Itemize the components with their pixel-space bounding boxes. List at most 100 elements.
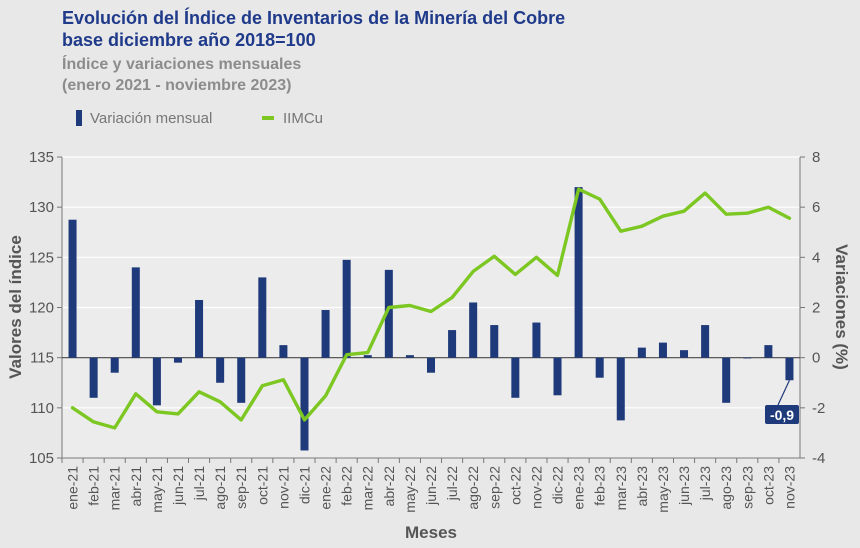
- variation-bar: [152, 357, 161, 406]
- x-tick-label: abr-22: [381, 466, 397, 507]
- right-tick-label: 4: [812, 249, 820, 266]
- right-tick-label: -2: [812, 400, 825, 417]
- variation-bar: [616, 357, 625, 421]
- left-tick-label: 105: [29, 450, 54, 467]
- x-tick-label: may-22: [402, 466, 418, 513]
- x-axis-title: Meses: [405, 523, 457, 542]
- variation-bar: [637, 347, 646, 358]
- variation-bar: [68, 219, 77, 358]
- variation-bar: [110, 357, 119, 373]
- chart-title: Evolución del Índice de Inventarios de l…: [62, 8, 566, 28]
- variation-bar: [237, 357, 246, 403]
- variation-bar: [722, 357, 731, 403]
- right-tick-label: -4: [812, 450, 825, 467]
- variation-bar: [743, 357, 752, 359]
- x-tick-label: jun-23: [676, 466, 692, 506]
- annotation-leader: [777, 379, 791, 406]
- x-tick-label: nov-22: [528, 466, 544, 509]
- right-axis-title: Variaciones (%): [832, 244, 851, 370]
- x-tick-label: dic-21: [296, 466, 312, 504]
- x-tick-label: mar-23: [613, 466, 629, 511]
- x-tick-label: jul-21: [191, 466, 207, 501]
- variation-bar: [680, 350, 689, 358]
- x-tick-label: ago-21: [212, 466, 228, 510]
- variation-bar: [469, 302, 478, 358]
- legend-label-variacion: Variación mensual: [90, 110, 212, 127]
- x-tick-label: jun-21: [170, 466, 186, 506]
- x-tick-label: sep-21: [233, 466, 249, 509]
- x-tick-label: may-21: [149, 466, 165, 513]
- left-tick-label: 130: [29, 199, 54, 216]
- variation-bar: [321, 310, 330, 358]
- variation-bar: [490, 325, 499, 358]
- variation-bar: [448, 330, 457, 358]
- left-tick-label: 125: [29, 249, 54, 266]
- iimcu-line: [70, 187, 792, 430]
- x-tick-label: ene-22: [318, 466, 334, 510]
- x-tick-label: feb-21: [86, 466, 102, 506]
- x-tick-label: jul-23: [697, 466, 713, 501]
- legend-label-iimcu: IIMCu: [283, 110, 323, 127]
- x-tick-label: oct-22: [507, 466, 523, 505]
- x-tick-label: ago-23: [718, 466, 734, 510]
- variation-bar: [785, 357, 794, 381]
- x-tick-label: dic-22: [550, 466, 566, 504]
- variation-bar: [574, 187, 583, 358]
- x-tick-label: feb-23: [592, 466, 608, 506]
- x-tick-label: mar-22: [360, 466, 376, 511]
- left-axis-title: Valores del índice: [6, 235, 25, 379]
- x-tick-label: jun-22: [423, 466, 439, 506]
- chart-subtitle-line2: (enero 2021 - noviembre 2023): [62, 77, 292, 94]
- variation-bar: [279, 345, 288, 358]
- variation-bar: [300, 357, 309, 451]
- left-tick-label: 120: [29, 300, 54, 317]
- x-tick-label: may-23: [655, 466, 671, 513]
- variation-bar: [173, 357, 182, 363]
- annotation-box: [765, 405, 799, 424]
- left-tick-label: 135: [29, 149, 54, 166]
- variation-bar: [553, 357, 562, 396]
- right-tick-label: 2: [812, 300, 820, 317]
- chart-subtitle: Índice y variaciones mensuales: [62, 56, 302, 73]
- right-tick-label: 8: [812, 149, 820, 166]
- variation-bar: [532, 322, 541, 358]
- annotation-label: -0,9: [770, 407, 794, 423]
- x-tick-label: ene-21: [65, 466, 81, 510]
- x-tick-label: oct-21: [254, 466, 270, 505]
- left-tick-label: 110: [30, 400, 54, 417]
- variation-bar: [384, 269, 393, 358]
- x-tick-label: jul-22: [444, 466, 460, 501]
- x-tick-label: sep-22: [486, 466, 502, 509]
- variation-bar: [426, 357, 436, 373]
- x-tick-label: sep-23: [739, 466, 755, 509]
- x-tick-label: abr-23: [634, 466, 650, 507]
- x-tick-label: ago-22: [465, 466, 481, 510]
- x-tick-label: feb-22: [339, 466, 355, 506]
- variation-bar: [195, 299, 204, 358]
- variation-bar: [216, 357, 225, 383]
- legend-bar-swatch: [76, 110, 82, 126]
- x-tick-label: nov-23: [781, 466, 797, 509]
- right-tick-label: 0: [812, 350, 820, 367]
- x-tick-label: abr-21: [128, 466, 144, 507]
- variation-bar: [131, 267, 140, 358]
- variation-bar: [363, 355, 372, 358]
- variation-bar: [595, 357, 604, 378]
- variation-bar: [701, 325, 710, 358]
- variation-bar: [89, 357, 98, 398]
- x-tick-label: mar-21: [107, 466, 123, 511]
- variation-bar: [764, 345, 773, 358]
- variation-bar: [658, 342, 667, 358]
- left-tick-label: 115: [30, 350, 54, 367]
- right-tick-label: 6: [812, 199, 820, 216]
- x-tick-label: ene-23: [571, 466, 587, 510]
- variation-bar: [258, 277, 267, 358]
- variation-bar: [405, 355, 414, 358]
- variation-bar: [342, 259, 351, 358]
- chart-title-line2: base diciembre año 2018=100: [62, 30, 316, 50]
- x-tick-label: oct-23: [760, 466, 776, 505]
- variation-bar: [511, 357, 520, 398]
- x-tick-label: nov-21: [275, 466, 291, 509]
